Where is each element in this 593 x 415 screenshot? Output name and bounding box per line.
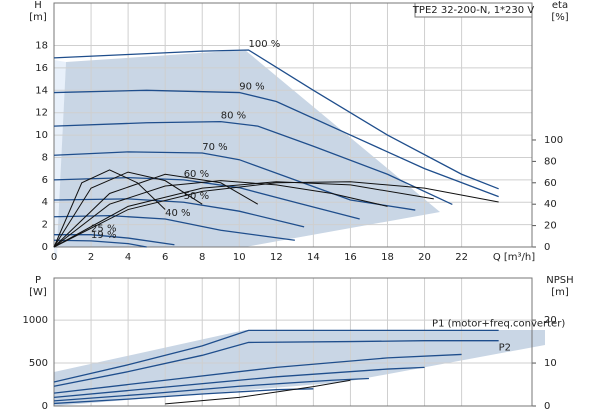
curve: [53, 366, 425, 399]
curve: [53, 173, 259, 248]
curve-label: 100 %: [249, 39, 281, 50]
plot-frame: [53, 277, 533, 407]
curve: [53, 353, 462, 394]
y-tick-label: 10: [35, 130, 48, 141]
area-shade: [57, 50, 440, 247]
x-tick-label: 18: [381, 252, 394, 263]
curve: [53, 89, 499, 198]
y-tick-label: 18: [35, 41, 48, 52]
x-tick-label: 22: [455, 252, 468, 263]
y-tick-label: 0: [42, 242, 48, 253]
y-tick-label: 12: [35, 108, 48, 119]
area-shade: [54, 330, 545, 406]
y-tick-label: 1000: [23, 315, 48, 326]
curve: [53, 151, 416, 211]
y-tick-label: 0: [42, 401, 48, 412]
y-tick-label: 14: [35, 85, 48, 96]
curve: [165, 379, 351, 405]
y-tick-label: 16: [35, 63, 48, 74]
x-tick-label: 20: [418, 252, 431, 263]
x-axis-label: Q [m³/h]: [493, 252, 535, 263]
y2-axis-unit: [m]: [551, 287, 569, 298]
curve: [53, 329, 499, 383]
x-tick-label: 10: [233, 252, 246, 263]
y2-tick-label: 100: [544, 135, 563, 146]
curve: [53, 388, 314, 405]
area-shade-light: [54, 60, 66, 258]
curve: [53, 180, 388, 248]
y2-tick-label: 20: [544, 315, 557, 326]
y2-axis-label: eta: [552, 0, 568, 11]
y2-tick-label: 10: [544, 358, 557, 369]
title-box: [414, 2, 533, 18]
curve: [53, 169, 166, 248]
y2-tick-label: 0: [544, 242, 550, 253]
x-tick-label: 8: [199, 252, 205, 263]
y-axis-label: H: [34, 0, 42, 11]
y-tick-label: 500: [29, 358, 48, 369]
curve-label: 70 %: [202, 142, 227, 153]
curve-label: 25 %: [91, 224, 116, 235]
x-tick-label: 0: [51, 252, 57, 263]
curve: [53, 120, 453, 206]
curve: [53, 181, 499, 248]
y2-tick-label: 60: [544, 178, 557, 189]
curve: [54, 234, 175, 246]
x-tick-label: 12: [270, 252, 283, 263]
chart-title: TPE2 32-200-N, 1*230 V: [412, 5, 534, 16]
curve-label: 19 %: [91, 230, 116, 241]
plot-frame: [53, 2, 533, 248]
curve: [53, 340, 499, 387]
curve: [53, 181, 434, 248]
x-tick-label: 14: [307, 252, 320, 263]
y2-tick-label: 0: [544, 401, 550, 412]
y-axis-unit: [W]: [29, 287, 47, 298]
curve-label: 40 %: [165, 208, 190, 219]
x-tick-label: 6: [162, 252, 168, 263]
curve-label: P2: [499, 343, 511, 354]
curve: [53, 239, 147, 248]
y-tick-label: 6: [42, 175, 48, 186]
y2-tick-label: 80: [544, 156, 557, 167]
y-tick-label: 4: [42, 197, 48, 208]
y2-axis-label: NPSH: [546, 275, 573, 286]
curve-label: 50 %: [184, 191, 209, 202]
y2-tick-label: 40: [544, 199, 557, 210]
curve: [53, 215, 295, 241]
curve-label: P1 (motor+freq.converter): [432, 318, 565, 329]
curve: [53, 49, 499, 190]
curve-label: 90 %: [239, 82, 264, 93]
y-tick-label: 8: [42, 152, 48, 163]
curve: [53, 171, 203, 248]
x-tick-label: 4: [125, 252, 131, 263]
curve: [53, 377, 369, 402]
y-axis-unit: [m]: [29, 12, 47, 23]
y-tick-label: 2: [42, 220, 48, 231]
curve-label: 60 %: [184, 169, 209, 180]
x-tick-label: 2: [88, 252, 94, 263]
y2-tick-label: 20: [544, 221, 557, 232]
curve-label: 80 %: [221, 111, 246, 122]
y-axis-label: P: [35, 275, 41, 286]
x-tick-label: 16: [344, 252, 357, 263]
y2-axis-unit: [%]: [551, 12, 568, 23]
